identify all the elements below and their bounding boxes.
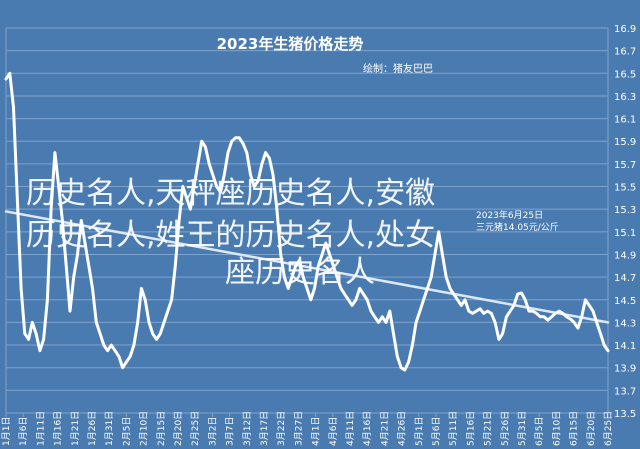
x-tick-label: 5月1日 xyxy=(414,417,425,446)
x-axis-ticks: 1月1日 1月6日 1月11日 1月16日 1月21日 1月26日 1月31日 2月5日 2月1… xyxy=(1,411,614,446)
x-tick-label: 1月1日 xyxy=(1,417,12,446)
x-tick-label: 2月25日 xyxy=(190,411,201,446)
y-tick-label: 15.9 xyxy=(614,137,636,148)
x-tick-label: 3月7日 xyxy=(225,417,236,446)
x-tick-label: 6月15日 xyxy=(569,411,580,446)
x-tick-label: 5月21日 xyxy=(483,411,494,446)
x-tick-label: 1月26日 xyxy=(87,411,98,446)
y-tick-label: 16.3 xyxy=(614,92,636,103)
y-tick-label: 14.3 xyxy=(614,318,636,329)
y-tick-label: 15.7 xyxy=(614,160,636,171)
x-tick-label: 2月20日 xyxy=(173,411,184,446)
x-tick-label: 3月12日 xyxy=(242,411,253,446)
x-tick-label: 6月5日 xyxy=(534,417,545,446)
x-tick-label: 3月27日 xyxy=(293,411,304,446)
y-tick-label: 13.9 xyxy=(614,364,636,375)
y-tick-label: 13.7 xyxy=(614,386,636,397)
x-tick-label: 4月21日 xyxy=(379,411,390,446)
y-tick-label: 14.5 xyxy=(614,296,636,307)
y-tick-label: 14.1 xyxy=(614,341,636,352)
x-tick-label: 3月2日 xyxy=(207,417,218,446)
chart-subtitle: 绘制：猪友巴巴 xyxy=(363,62,433,75)
plot-lines xyxy=(4,71,610,372)
x-tick-label: 2月10日 xyxy=(139,411,150,446)
x-tick-label: 4月1日 xyxy=(311,417,322,446)
watermark-line-3: 座历史名人 xyxy=(225,255,375,290)
x-tick-label: 4月26日 xyxy=(397,411,408,446)
x-tick-label: 1月31日 xyxy=(104,411,115,446)
y-tick-label: 13.5 xyxy=(614,409,636,420)
watermark-line-1: 历史名人,天秤座历史名人,安徽 xyxy=(26,176,435,211)
annotation-date: 2023年6月25日 xyxy=(476,209,543,221)
x-tick-label: 3月22日 xyxy=(276,411,287,446)
chart-title: 2023年生猪价格走势 xyxy=(217,35,364,53)
x-tick-label: 1月21日 xyxy=(70,411,81,446)
x-tick-label: 3月17日 xyxy=(259,411,270,446)
y-axis-ticks: 13.5 13.7 13.9 14.1 14.3 14.5 14.7 14.9 15.1 15.3… xyxy=(614,24,636,420)
x-tick-label: 4月16日 xyxy=(362,411,373,446)
y-tick-label: 16.7 xyxy=(614,47,636,58)
y-tick-label: 15.3 xyxy=(614,205,636,216)
x-tick-label: 1月6日 xyxy=(18,417,29,446)
x-tick-label: 6月25日 xyxy=(603,411,614,446)
x-tick-label: 6月20日 xyxy=(586,411,597,446)
watermark-line-2: 历史名人,姓王的历史名人,处女 xyxy=(26,218,435,253)
x-tick-label: 2月15日 xyxy=(156,411,167,446)
x-tick-label: 5月6日 xyxy=(431,417,442,446)
x-tick-label: 2月5日 xyxy=(121,417,132,446)
price-series-line xyxy=(4,71,610,372)
x-tick-label: 6月10日 xyxy=(551,411,562,446)
x-tick-label: 1月11日 xyxy=(35,411,46,446)
x-tick-label: 5月16日 xyxy=(465,411,476,446)
x-tick-label: 4月6日 xyxy=(328,417,339,446)
trend-line xyxy=(4,210,610,324)
y-tick-label: 16.9 xyxy=(614,24,636,35)
x-tick-label: 4月11日 xyxy=(345,411,356,446)
y-tick-label: 16.5 xyxy=(614,69,636,80)
y-tick-label: 16.1 xyxy=(614,115,636,126)
x-tick-label: 5月11日 xyxy=(448,411,459,446)
y-tick-label: 15.5 xyxy=(614,183,636,194)
x-tick-label: 5月31日 xyxy=(517,411,528,446)
y-tick-label: 14.9 xyxy=(614,250,636,261)
annotation-price: 三元猪14.05元/公斤 xyxy=(476,221,559,233)
y-tick-label: 15.1 xyxy=(614,228,636,239)
y-tick-label: 14.7 xyxy=(614,273,636,284)
x-tick-label: 1月16日 xyxy=(53,411,64,446)
x-tick-label: 5月26日 xyxy=(500,411,511,446)
